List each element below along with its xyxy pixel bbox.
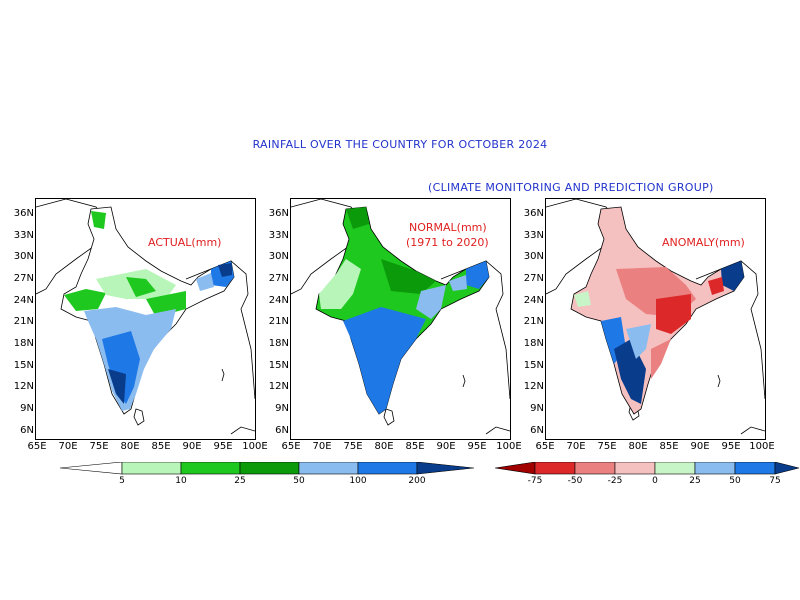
y-tick: 21N: [523, 316, 544, 327]
actual-map-graphic: [36, 199, 255, 435]
y-tick: 6N: [530, 425, 544, 436]
x-tick: 90E: [182, 441, 202, 452]
x-tick: 85E: [151, 441, 171, 452]
anomaly-map-graphic: [546, 199, 765, 435]
y-tick: 21N: [13, 316, 34, 327]
y-tick: 18N: [523, 338, 544, 349]
y-tick: 24N: [523, 295, 544, 306]
actual-label: ACTUAL(mm): [148, 236, 222, 249]
anomaly-legend-label: 50: [729, 476, 741, 486]
y-tick: 15N: [13, 360, 34, 371]
y-tick: 36N: [268, 208, 289, 219]
anomaly-legend-label: -75: [527, 476, 543, 486]
anomaly-legend-label: -25: [607, 476, 623, 486]
y-tick: 33N: [268, 230, 289, 241]
x-tick: 70E: [566, 441, 586, 452]
x-tick: 90E: [436, 441, 456, 452]
normal-map-graphic: [291, 199, 510, 435]
map-subtitle: (CLIMATE MONITORING AND PREDICTION GROUP…: [428, 181, 714, 194]
x-tick: 75E: [597, 441, 617, 452]
map-title: RAINFALL OVER THE COUNTRY FOR OCTOBER 20…: [252, 138, 548, 151]
x-tick: 75E: [343, 441, 363, 452]
y-tick: 27N: [523, 273, 544, 284]
x-tick: 90E: [690, 441, 710, 452]
x-tick: 85E: [659, 441, 679, 452]
rainfall-legend-label: 50: [293, 476, 305, 486]
actual-rainfall-map: ACTUAL(mm): [35, 198, 256, 440]
normal-label: NORMAL(mm): [409, 221, 487, 234]
y-tick: 12N: [523, 381, 544, 392]
x-tick: 100E: [496, 441, 522, 452]
anomaly-legend-label: -50: [567, 476, 583, 486]
x-tick: 80E: [120, 441, 140, 452]
x-tick: 100E: [242, 441, 268, 452]
rainfall-colorbar: [60, 462, 475, 475]
x-tick: 70E: [58, 441, 78, 452]
y-tick: 12N: [13, 381, 34, 392]
y-tick: 36N: [523, 208, 544, 219]
x-tick: 70E: [312, 441, 332, 452]
x-tick: 95E: [467, 441, 487, 452]
y-tick: 15N: [268, 360, 289, 371]
y-tick: 27N: [268, 273, 289, 284]
rainfall-legend-label: 200: [408, 476, 426, 486]
y-tick: 24N: [268, 295, 289, 306]
rainfall-legend-label: 5: [119, 476, 125, 486]
x-tick: 95E: [721, 441, 741, 452]
y-tick: 12N: [268, 381, 289, 392]
x-tick: 85E: [405, 441, 425, 452]
y-tick: 30N: [523, 251, 544, 262]
x-tick: 80E: [374, 441, 394, 452]
normal-period-label: (1971 to 2020): [406, 236, 489, 249]
anomaly-label: ANOMALY(mm): [662, 236, 745, 249]
y-tick: 33N: [13, 230, 34, 241]
normal-rainfall-map: NORMAL(mm) (1971 to 2020): [290, 198, 511, 440]
y-tick: 27N: [13, 273, 34, 284]
y-tick: 9N: [530, 403, 544, 414]
y-tick: 33N: [523, 230, 544, 241]
y-tick: 9N: [20, 403, 34, 414]
x-tick: 65E: [281, 441, 301, 452]
y-tick: 18N: [268, 338, 289, 349]
x-tick: 65E: [27, 441, 47, 452]
y-tick: 30N: [13, 251, 34, 262]
y-tick: 18N: [13, 338, 34, 349]
y-tick: 30N: [268, 251, 289, 262]
y-tick: 15N: [523, 360, 544, 371]
x-tick: 80E: [628, 441, 648, 452]
x-tick: 95E: [213, 441, 233, 452]
rainfall-legend-label: 10: [175, 476, 187, 486]
rainfall-legend-label: 100: [349, 476, 367, 486]
y-tick: 6N: [20, 425, 34, 436]
x-tick: 65E: [535, 441, 555, 452]
y-tick: 9N: [275, 403, 289, 414]
anomaly-legend-label: 0: [652, 476, 658, 486]
y-tick: 24N: [13, 295, 34, 306]
y-tick: 21N: [268, 316, 289, 327]
anomaly-legend-label: 25: [689, 476, 701, 486]
anomaly-colorbar: [495, 462, 800, 475]
y-tick: 6N: [275, 425, 289, 436]
x-tick: 100E: [749, 441, 775, 452]
y-tick: 36N: [13, 208, 34, 219]
anomaly-legend-label: 75: [769, 476, 781, 486]
anomaly-rainfall-map: ANOMALY(mm): [545, 198, 766, 440]
rainfall-legend-label: 25: [234, 476, 246, 486]
x-tick: 75E: [89, 441, 109, 452]
